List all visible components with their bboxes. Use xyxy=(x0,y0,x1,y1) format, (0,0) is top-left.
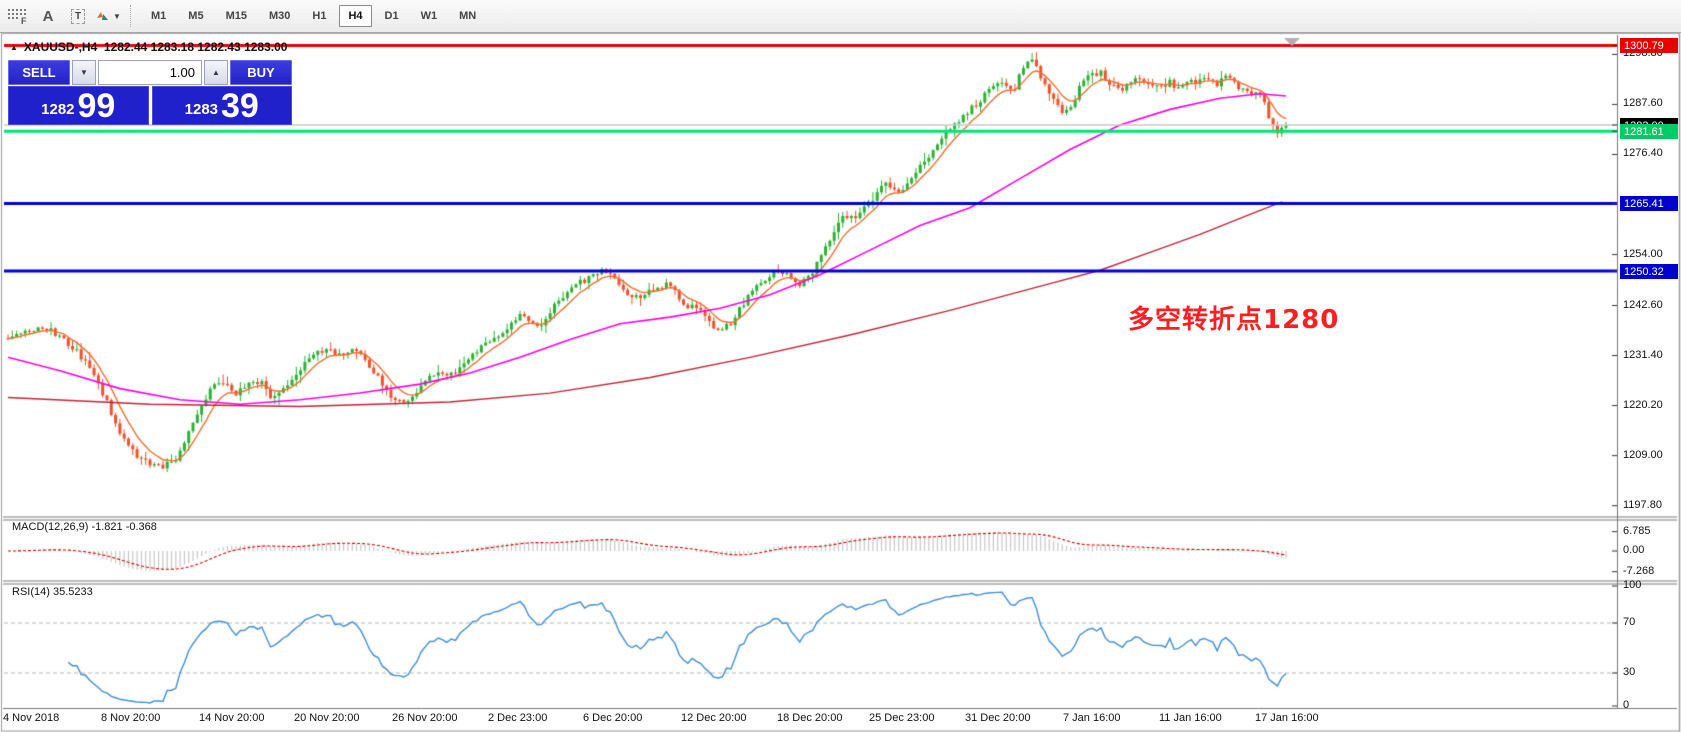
price-axis-badge: 1281.61 xyxy=(1620,124,1678,139)
volume-decrease-button[interactable]: ▼ xyxy=(72,60,96,85)
macd-axis-tick: 6.785 xyxy=(1623,525,1651,537)
rsi-axis-tick: 30 xyxy=(1623,666,1636,678)
timeframe-button-m30[interactable]: M30 xyxy=(268,10,291,22)
buy-button[interactable]: BUY xyxy=(230,60,292,85)
sell-price-prefix: 1282 xyxy=(41,101,75,118)
svg-text:F: F xyxy=(21,16,27,25)
chart-annotation: 多空转折点1280 xyxy=(1128,305,1340,335)
sell-button[interactable]: SELL xyxy=(8,60,70,85)
time-axis-label: 4 Nov 2018 xyxy=(3,712,60,724)
price-axis-tick: 1242.60 xyxy=(1623,299,1663,311)
time-axis-label: 11 Jan 16:00 xyxy=(1159,712,1222,724)
price-axis-tick: 1231.40 xyxy=(1623,349,1663,361)
toolbar-separator xyxy=(130,5,132,27)
rsi-axis-tick: 0 xyxy=(1623,699,1630,711)
buy-price-big: 39 xyxy=(221,87,259,126)
volume-input[interactable]: 1.00 xyxy=(98,60,202,85)
price-axis-tick: 1276.40 xyxy=(1623,147,1663,159)
collapse-icon[interactable]: ▲ xyxy=(10,42,18,52)
time-axis-label: 31 Dec 20:00 xyxy=(965,712,1031,724)
one-click-trading-panel: SELL ▼ 1.00 ▲ BUY 1282 99 1283 39 xyxy=(8,60,292,125)
time-axis-label: 18 Dec 20:00 xyxy=(777,712,843,724)
timeframe-button-mn[interactable]: MN xyxy=(459,10,477,22)
time-axis-label: 20 Nov 20:00 xyxy=(294,712,360,724)
rsi-axis-tick: 100 xyxy=(1623,579,1642,591)
timeframe-group: M1 M5 M15 M30 H1 H4 D1 W1 MN xyxy=(142,5,485,27)
time-axis-label: 7 Jan 16:00 xyxy=(1063,712,1121,724)
macd-label: MACD(12,26,9) -1.821 -0.368 xyxy=(12,521,157,533)
time-axis-label: 14 Nov 20:00 xyxy=(199,712,265,724)
time-axis-label: 26 Nov 20:00 xyxy=(392,712,458,724)
sell-price-big: 99 xyxy=(77,87,116,126)
time-axis-label: 25 Dec 23:00 xyxy=(869,712,935,724)
price-axis-badge: 1250.32 xyxy=(1620,264,1678,279)
time-axis-label: 17 Jan 16:00 xyxy=(1255,712,1319,724)
rsi-label: RSI(14) 35.5233 xyxy=(12,586,93,598)
time-axis-label: 6 Dec 20:00 xyxy=(583,712,643,724)
time-axis-label: 12 Dec 20:00 xyxy=(681,712,747,724)
dropdown-caret-icon: ▼ xyxy=(113,11,121,21)
time-axis-label: 8 Nov 20:00 xyxy=(101,712,161,724)
price-axis-tick: 1209.00 xyxy=(1623,449,1663,461)
volume-increase-button[interactable]: ▲ xyxy=(204,60,228,85)
chart-header: ▲ XAUUSD-,H4 1282.44 1283.18 1282.43 1283… xyxy=(10,40,287,54)
price-axis-badge: 1265.41 xyxy=(1620,196,1678,211)
timeframe-button-h1[interactable]: H1 xyxy=(312,10,327,22)
timeframe-button-h4[interactable]: H4 xyxy=(339,5,372,27)
price-axis-tick: 1197.80 xyxy=(1623,499,1662,511)
timeframe-button-d1[interactable]: D1 xyxy=(384,10,399,22)
macd-axis-tick: 0.00 xyxy=(1623,544,1645,556)
price-axis-tick: 1220.20 xyxy=(1623,399,1663,411)
price-axis-tick: 1287.60 xyxy=(1623,97,1663,109)
toolbar: F A T ▼ M1 M5 M15 M30 H1 H4 D1 W1 MN xyxy=(0,0,1681,33)
timeframe-button-m1[interactable]: M1 xyxy=(151,10,167,22)
price-axis-badge: 1300.79 xyxy=(1620,38,1678,53)
timeframe-button-m5[interactable]: M5 xyxy=(188,10,204,22)
arrow-objects-icon[interactable]: ▼ xyxy=(94,3,122,29)
grid-f-icon[interactable]: F xyxy=(4,3,32,29)
price-axis-tick: 1254.00 xyxy=(1623,248,1663,260)
text-icon[interactable]: A xyxy=(42,7,54,25)
sell-price-display[interactable]: 1282 99 xyxy=(8,86,149,125)
macd-axis-tick: -7.268 xyxy=(1623,565,1655,577)
symbol-ohlc-line: XAUUSD-,H4 1282.44 1283.18 1282.43 1283.… xyxy=(23,40,288,54)
buy-price-display[interactable]: 1283 39 xyxy=(151,86,292,126)
timeframe-button-m15[interactable]: M15 xyxy=(225,10,247,22)
timeframe-button-w1[interactable]: W1 xyxy=(420,10,438,22)
text-label-icon[interactable]: T xyxy=(64,3,92,29)
time-axis-label: 2 Dec 23:00 xyxy=(488,712,548,724)
buy-price-prefix: 1283 xyxy=(184,101,219,118)
rsi-axis-tick: 70 xyxy=(1623,616,1636,628)
